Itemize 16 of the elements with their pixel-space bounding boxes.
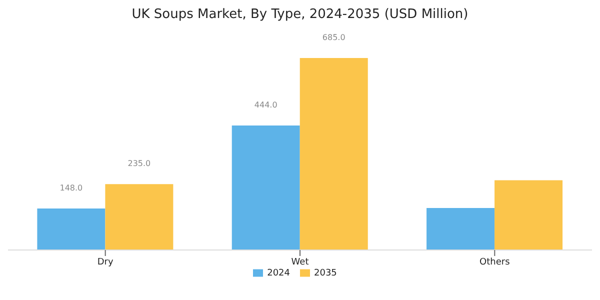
bar	[37, 208, 106, 250]
x-tick-label: Dry	[97, 257, 114, 268]
bar	[105, 184, 174, 250]
data-label: 148.0	[60, 184, 83, 193]
x-tick-label: Others	[480, 257, 510, 268]
bar	[494, 180, 563, 250]
data-label: 685.0	[322, 33, 346, 42]
legend-label: 2035	[314, 268, 337, 278]
data-label: 235.0	[128, 159, 151, 168]
legend-label: 2024	[267, 268, 290, 278]
bar	[426, 208, 495, 250]
chart-title: UK Soups Market, By Type, 2024-2035 (USD Million)	[130, 7, 470, 24]
x-tick-label: Wet	[291, 257, 310, 268]
bar	[300, 58, 368, 250]
data-label: 444.0	[254, 100, 278, 110]
bar	[232, 126, 300, 250]
